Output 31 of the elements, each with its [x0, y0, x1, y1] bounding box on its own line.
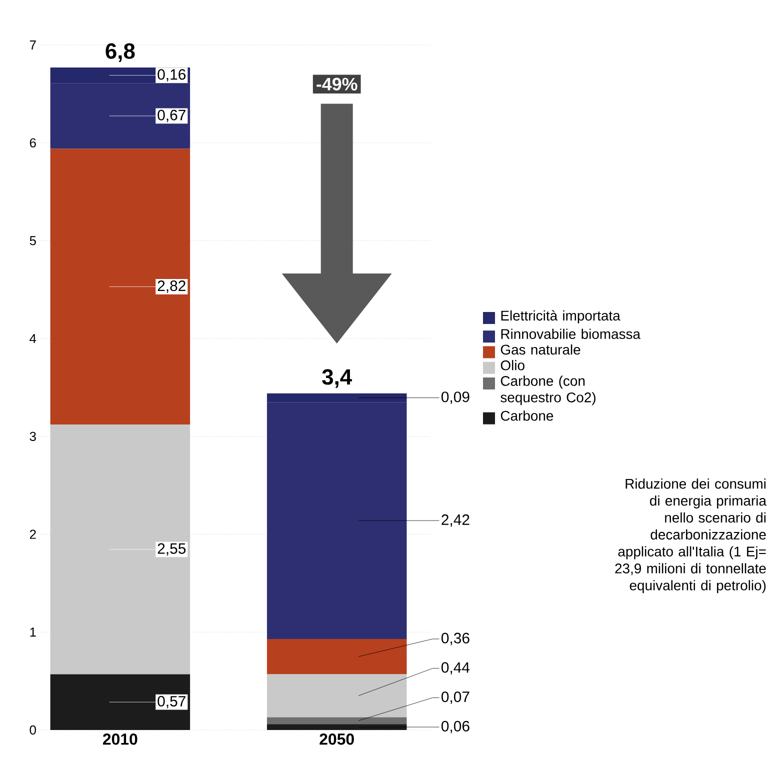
legend-label: Olio	[500, 360, 524, 370]
y-tick-label: 5	[30, 236, 36, 246]
annotation: -49%	[316, 78, 358, 90]
y-tick-label: 4	[30, 334, 36, 344]
legend-label: Rinnovabilie biomassa	[501, 328, 640, 339]
total-label: 3,4	[322, 369, 352, 388]
legend-label: Elettricità importata	[501, 310, 620, 324]
y-tick-label: 2	[30, 530, 36, 539]
total-label: 6,8	[106, 43, 135, 62]
y-tick-label: 3	[30, 432, 36, 441]
y-tick-label: 6	[30, 138, 36, 148]
data-label: 2,42	[442, 514, 470, 527]
data-label: 0,67	[158, 110, 186, 122]
data-label: 2,82	[158, 280, 186, 293]
text: Riduzione dei consumi di energia primaria nello scenario di decarbonizzazione applicato all'Italia (1 Ej= 23,9 milioni di tonnellate equivalenti di petrolio)	[615, 478, 766, 594]
data-label: 0,44	[441, 662, 470, 674]
y-tick-label: 7	[30, 40, 36, 50]
data-label: 0,16	[158, 69, 186, 82]
data-label: 2,55	[158, 543, 186, 556]
legend-label: Gas naturale	[500, 344, 580, 355]
data-label: 0,36	[441, 632, 470, 646]
data-label: 0,06	[441, 720, 470, 734]
data-label: 0,07	[441, 692, 470, 704]
y-tick-label: 0	[30, 725, 36, 735]
data-label: 0,09	[441, 392, 470, 404]
data-label: 0,57	[158, 696, 186, 708]
legend-label: Carbone	[500, 410, 554, 421]
x-tick-label: 2010	[102, 734, 138, 745]
y-tick-label: 1	[30, 628, 36, 637]
x-tick-label: 2050	[320, 734, 354, 745]
legend-label: Carbone (con sequestro Co2)	[500, 376, 596, 406]
